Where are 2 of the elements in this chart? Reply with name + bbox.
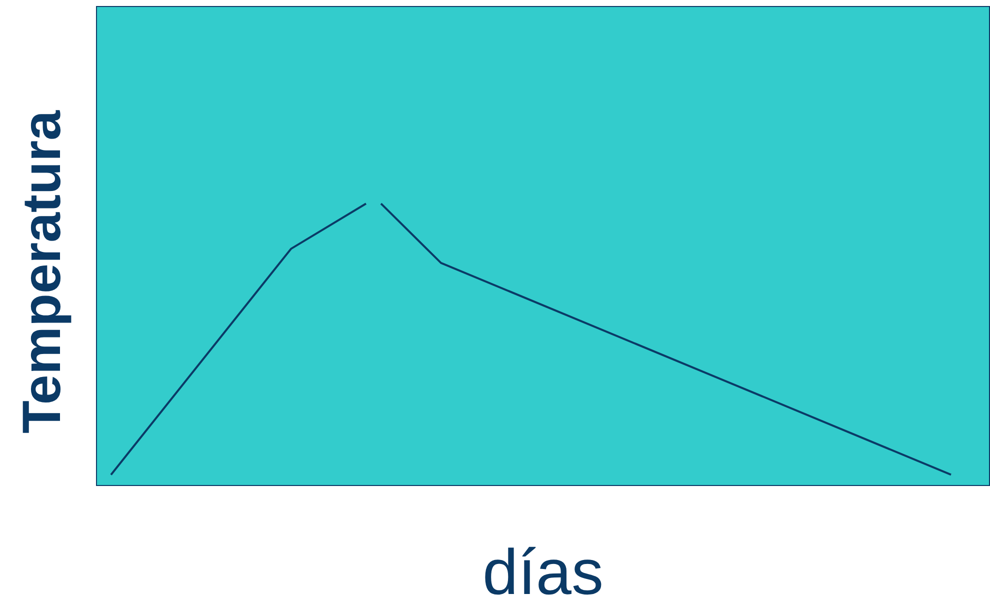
y-axis-title: Temperatura — [11, 110, 73, 434]
x-axis-title: días — [482, 535, 604, 609]
